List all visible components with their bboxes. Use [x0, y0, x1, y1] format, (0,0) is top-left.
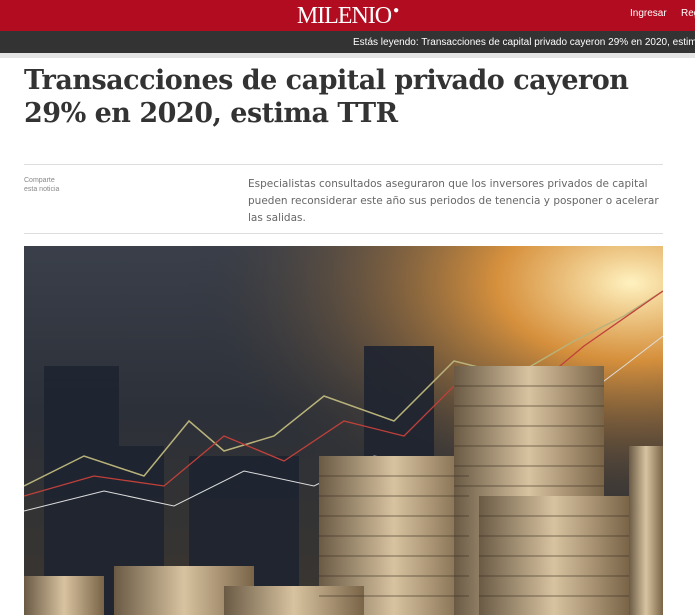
milenio-logo[interactable]: MILENIO ● [0, 3, 695, 30]
register-link[interactable]: Registro [681, 8, 695, 19]
article-title: Transacciones de capital privado cayeron… [24, 65, 629, 129]
registered-icon: ● [393, 5, 399, 16]
article-image[interactable] [24, 246, 663, 615]
coins-skyline-illustration [24, 246, 663, 615]
logo-text: MILENIO [296, 3, 392, 29]
divider [24, 233, 663, 234]
divider-strip [0, 53, 695, 58]
ticker-text: Estás leyendo: Transacciones de capital … [353, 37, 695, 48]
divider [24, 164, 663, 165]
share-label: Comparte esta noticia [24, 176, 59, 194]
login-link[interactable]: Ingresar [630, 8, 667, 19]
share-line-2: esta noticia [24, 186, 60, 193]
share-line-1: Comparte [24, 177, 55, 184]
reading-ticker[interactable]: Estás leyendo: Transacciones de capital … [0, 31, 695, 53]
article-summary: Especialistas consultados aseguraron que… [248, 178, 659, 224]
top-bar: MILENIO● Ingresar Registro [0, 0, 695, 31]
